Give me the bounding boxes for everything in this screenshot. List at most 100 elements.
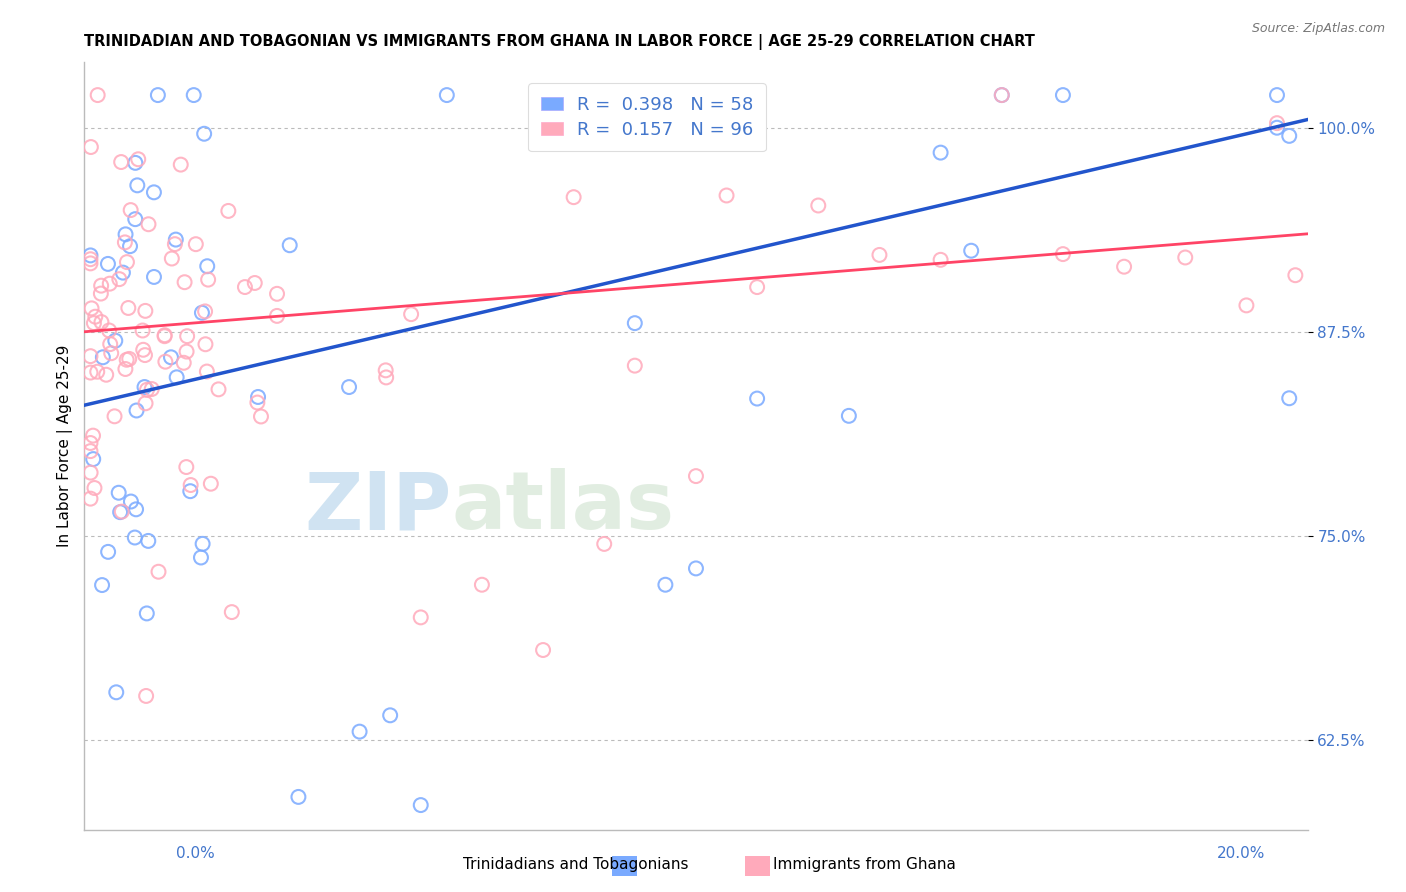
Point <box>105 685 128 699</box>
Point <box>118 239 141 253</box>
Point <box>111 266 134 280</box>
Point <box>153 328 176 343</box>
Point <box>250 409 273 424</box>
Point <box>243 276 266 290</box>
Point <box>103 409 125 424</box>
Point <box>143 269 166 284</box>
Point <box>97 545 120 559</box>
Point <box>108 505 131 519</box>
Point <box>117 301 139 315</box>
Point <box>685 469 707 483</box>
Point <box>266 309 288 323</box>
Point <box>176 344 198 359</box>
Point <box>562 190 585 204</box>
Point <box>176 460 198 475</box>
Point <box>193 127 215 141</box>
Point <box>991 88 1014 103</box>
Point <box>380 708 402 723</box>
Text: Source: ZipAtlas.com: Source: ZipAtlas.com <box>1251 22 1385 36</box>
Point <box>131 324 153 338</box>
Point <box>207 382 229 396</box>
Point <box>115 255 138 269</box>
Point <box>79 252 101 267</box>
Point <box>118 351 141 366</box>
Point <box>374 363 396 377</box>
Point <box>127 153 149 167</box>
Point <box>593 537 616 551</box>
Point <box>195 259 218 273</box>
Point <box>747 280 769 294</box>
Point <box>98 337 121 351</box>
Point <box>148 565 170 579</box>
Point <box>1174 251 1197 265</box>
Point <box>409 610 432 624</box>
Point <box>153 329 176 343</box>
Point <box>98 323 121 337</box>
Point <box>125 403 148 417</box>
Point <box>399 307 422 321</box>
Point <box>929 252 952 267</box>
Point <box>409 798 432 813</box>
Point <box>1052 247 1074 261</box>
Point <box>142 186 165 200</box>
Point <box>747 392 769 406</box>
Point <box>135 607 157 621</box>
Point <box>90 315 112 329</box>
Point <box>180 478 202 492</box>
Point <box>191 306 214 320</box>
Point <box>183 88 205 103</box>
Point <box>79 248 101 262</box>
Point <box>170 158 193 172</box>
Point <box>1052 88 1074 103</box>
Point <box>1236 298 1258 312</box>
Point <box>194 337 217 351</box>
Point <box>173 356 195 370</box>
Point <box>125 502 148 516</box>
Point <box>287 789 309 804</box>
Point <box>96 368 118 382</box>
Point <box>197 272 219 286</box>
Point <box>136 383 159 397</box>
Point <box>110 155 132 169</box>
Point <box>685 561 707 575</box>
Point <box>138 217 160 231</box>
Point <box>217 203 239 218</box>
Point <box>114 362 136 376</box>
Point <box>90 278 112 293</box>
Point <box>104 334 127 348</box>
Point <box>79 444 101 458</box>
Text: Trinidadians and Tobagonians: Trinidadians and Tobagonians <box>464 857 689 872</box>
Point <box>83 316 105 330</box>
Point <box>1278 391 1301 405</box>
Text: 20.0%: 20.0% <box>1218 846 1265 861</box>
Point <box>146 88 169 103</box>
Point <box>1265 120 1288 135</box>
Text: TRINIDADIAN AND TOBAGONIAN VS IMMIGRANTS FROM GHANA IN LABOR FORCE | AGE 25-29 C: TRINIDADIAN AND TOBAGONIAN VS IMMIGRANTS… <box>84 34 1035 50</box>
Point <box>375 370 398 384</box>
Point <box>191 537 214 551</box>
Point <box>107 485 129 500</box>
Point <box>127 178 149 193</box>
Point <box>135 396 157 410</box>
Point <box>79 436 101 450</box>
Point <box>266 286 288 301</box>
Point <box>124 212 146 227</box>
Point <box>194 304 217 318</box>
Point <box>79 466 101 480</box>
Point <box>654 578 676 592</box>
Point <box>160 351 183 365</box>
Text: Immigrants from Ghana: Immigrants from Ghana <box>773 857 956 872</box>
Point <box>716 105 738 120</box>
Point <box>960 244 983 258</box>
Point <box>111 505 134 519</box>
Point <box>716 188 738 202</box>
Point <box>135 689 157 703</box>
Point <box>134 304 156 318</box>
Point <box>79 349 101 363</box>
Point <box>100 346 122 360</box>
Point <box>120 203 142 218</box>
Point <box>91 351 114 365</box>
Point <box>1114 260 1136 274</box>
Point <box>624 316 647 330</box>
Y-axis label: In Labor Force | Age 25-29: In Labor Force | Age 25-29 <box>58 345 73 547</box>
